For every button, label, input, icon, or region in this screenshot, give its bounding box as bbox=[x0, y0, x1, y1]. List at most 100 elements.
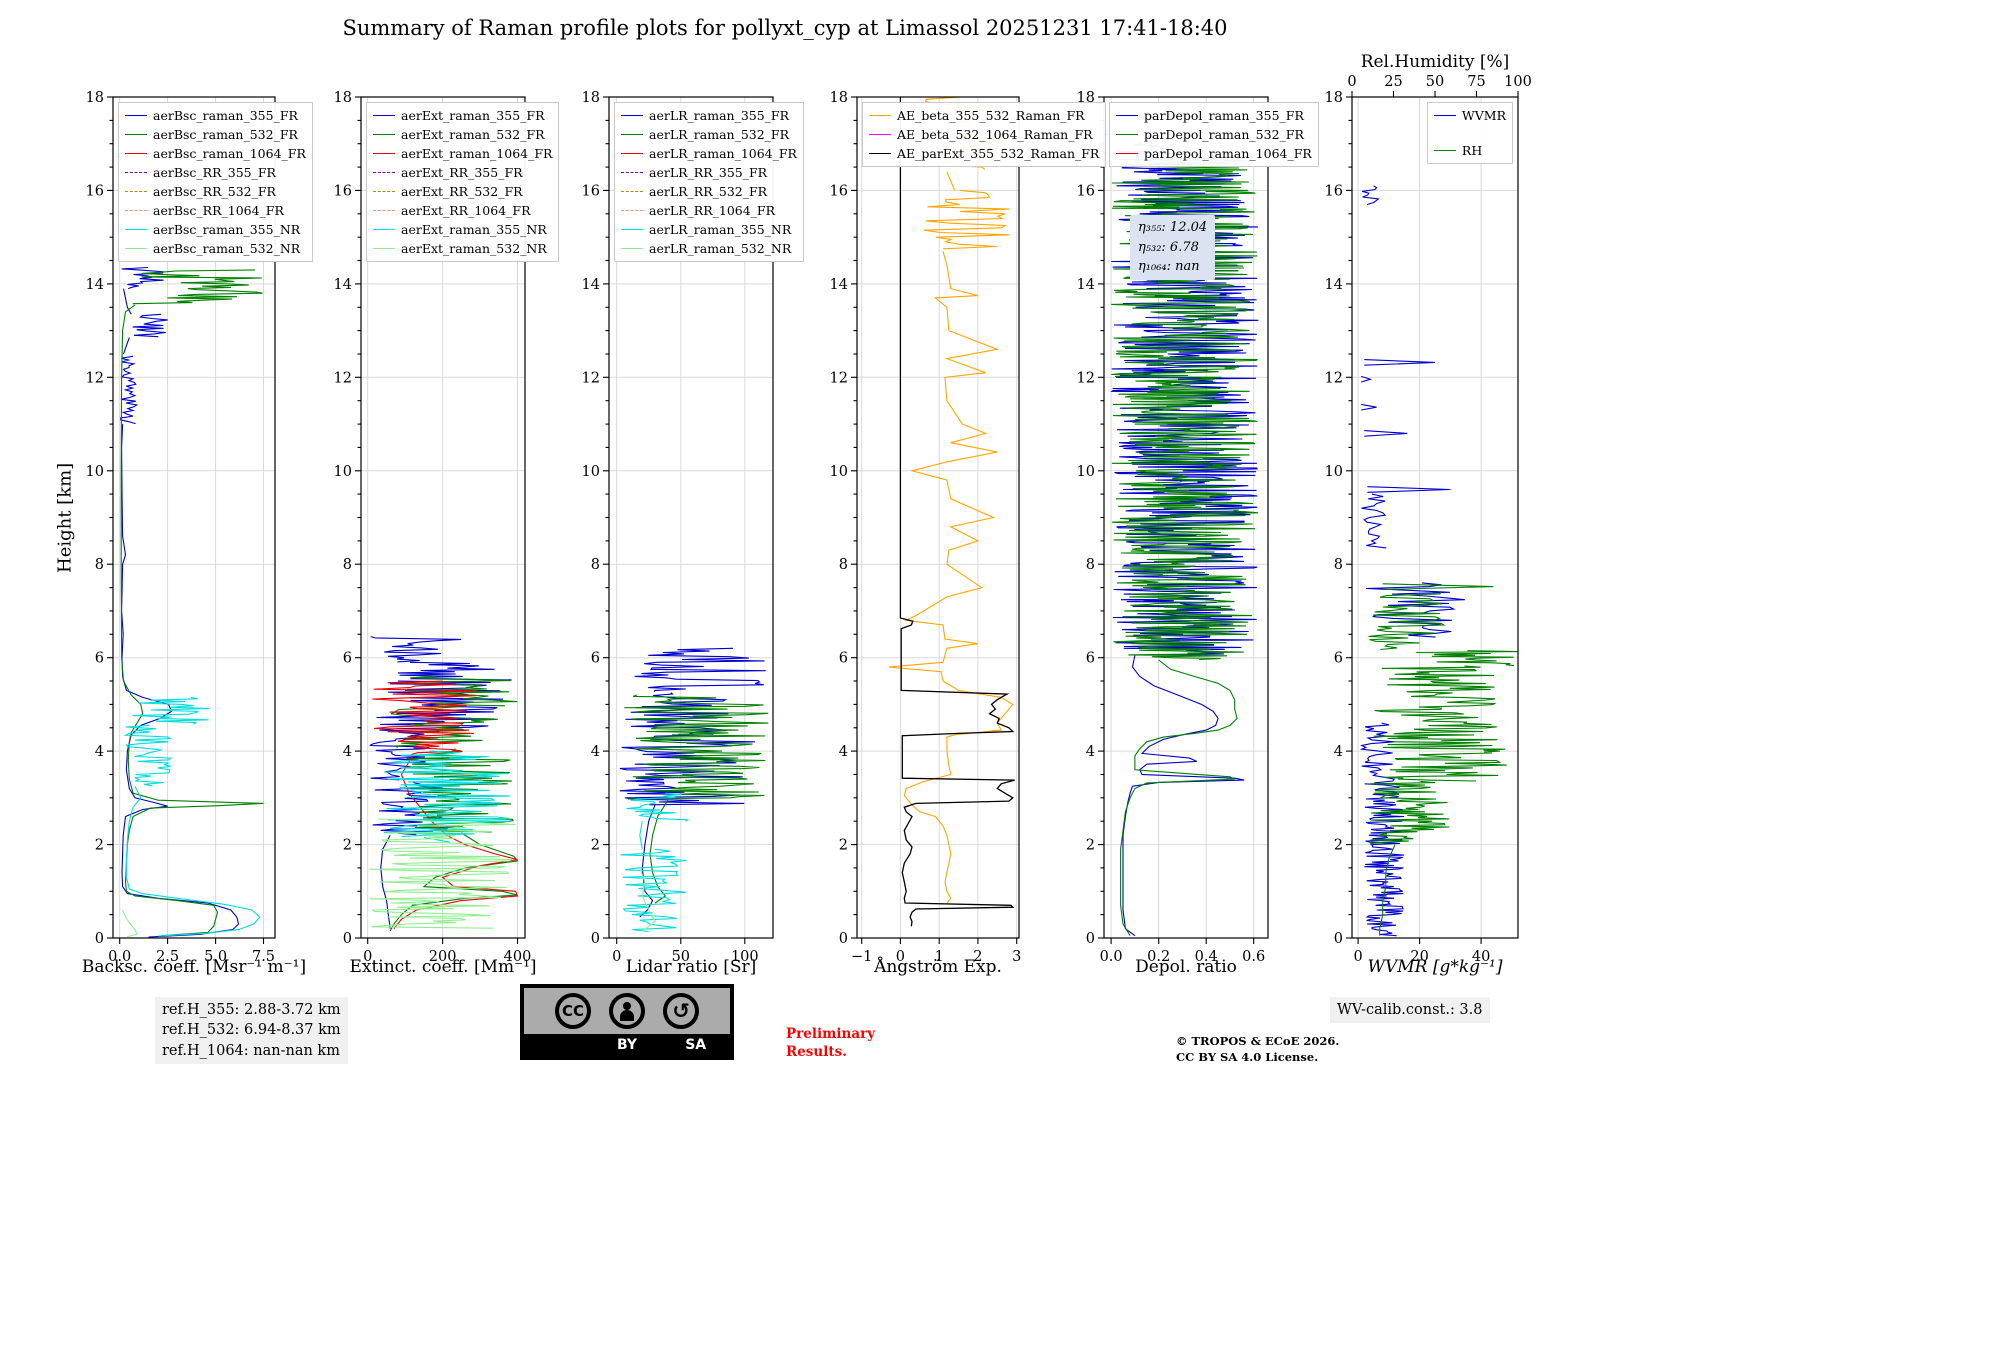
svg-text:14: 14 bbox=[334, 277, 352, 293]
aerExt_raman_532_FR-line bbox=[390, 706, 498, 748]
legend-entry-aerExt_RR_355_FR: aerExt_RR_355_FR bbox=[373, 163, 552, 182]
legend-entry-AE_beta_355_532_Raman_FR: AE_beta_355_532_Raman_FR bbox=[869, 106, 1099, 125]
WVMR-line bbox=[1364, 783, 1405, 937]
legend-entry-parDepol_raman_355_FR: parDepol_raman_355_FR bbox=[1116, 106, 1312, 125]
svg-text:50: 50 bbox=[1426, 74, 1444, 90]
svg-text:10: 10 bbox=[582, 464, 600, 480]
legend-label: aerBsc_RR_355_FR bbox=[153, 165, 276, 180]
aerBsc_raman_355_FR-line bbox=[122, 288, 132, 315]
svg-text:2: 2 bbox=[95, 838, 104, 854]
WVMR-line bbox=[1365, 582, 1465, 638]
legend-entry-aerLR_RR_1064_FR: aerLR_RR_1064_FR bbox=[621, 201, 797, 220]
legend-line-sample bbox=[125, 191, 147, 192]
svg-text:100: 100 bbox=[731, 949, 759, 965]
legend-entry-aerLR_RR_532_FR: aerLR_RR_532_FR bbox=[621, 182, 797, 201]
legend-entry-aerExt_raman_355_NR: aerExt_raman_355_NR bbox=[373, 220, 552, 239]
xlabel-lidar-ratio: Lidar ratio [Sr] bbox=[625, 957, 757, 977]
legend-label: aerLR_RR_532_FR bbox=[649, 184, 768, 199]
aerBsc_raman_355_FR-line bbox=[121, 266, 164, 290]
svg-text:0.2: 0.2 bbox=[1147, 949, 1170, 965]
svg-text:75: 75 bbox=[1467, 74, 1485, 90]
WVMR-line bbox=[1361, 185, 1380, 206]
legend-entry-aerBsc_raman_532_NR: aerBsc_raman_532_NR bbox=[125, 239, 306, 258]
legend-label: AE_parExt_355_532_Raman_FR bbox=[897, 146, 1100, 161]
svg-text:0.0: 0.0 bbox=[108, 949, 131, 965]
legend-label: aerExt_RR_532_FR bbox=[401, 184, 523, 199]
legend-line-sample bbox=[125, 115, 147, 116]
legend-line-sample bbox=[621, 248, 643, 249]
svg-text:14: 14 bbox=[830, 277, 848, 293]
svg-text:2: 2 bbox=[1334, 838, 1343, 854]
panel-3: 0 2 4 6 8 10 12 14 16 18 0 50 100 aerLR_raman_355_FR a… bbox=[582, 90, 804, 965]
svg-text:2.5: 2.5 bbox=[156, 949, 179, 965]
svg-text:6: 6 bbox=[839, 651, 848, 667]
RH-line bbox=[1373, 665, 1498, 742]
legend-line-sample bbox=[125, 172, 147, 173]
legend-line-sample bbox=[621, 172, 643, 173]
legend-label: aerBsc_raman_355_NR bbox=[153, 222, 301, 237]
legend-line-sample bbox=[1116, 153, 1138, 154]
svg-text:0: 0 bbox=[839, 931, 848, 947]
cc-icon: CC bbox=[555, 993, 591, 1029]
svg-text:16: 16 bbox=[86, 183, 104, 199]
legend-label: aerBsc_RR_1064_FR bbox=[153, 203, 284, 218]
xlabel-extinction: Extinct. coeff. [Mm⁻¹] bbox=[349, 957, 537, 977]
svg-text:5.0: 5.0 bbox=[204, 949, 227, 965]
legend-label: AE_beta_532_1064_Raman_FR bbox=[897, 127, 1093, 142]
svg-text:40: 40 bbox=[1472, 949, 1490, 965]
parDepol_raman_355_FR-line bbox=[1122, 655, 1245, 937]
WVMR-line bbox=[1364, 359, 1436, 366]
cc-sa-label: SA bbox=[685, 1037, 707, 1053]
aerBsc_raman_355_NR-line bbox=[125, 785, 261, 937]
aerExt_raman_355_FR-line bbox=[370, 636, 462, 663]
eta-1064: η₁₀₆₄: nan bbox=[1138, 259, 1200, 274]
y-axis-label: Height [km] bbox=[54, 462, 76, 573]
svg-text:14: 14 bbox=[1325, 277, 1343, 293]
svg-text:2: 2 bbox=[973, 949, 982, 965]
cc-icons: CC ↺ bbox=[524, 988, 730, 1034]
svg-text:18: 18 bbox=[582, 90, 600, 106]
svg-text:0.4: 0.4 bbox=[1195, 949, 1218, 965]
xlabel-backscatter: Backsc. coeff. [Msr⁻¹ m⁻¹] bbox=[81, 957, 307, 977]
top-axis-label-rel-humidity: Rel.Humidity [%] bbox=[1360, 52, 1510, 72]
cc-by-label: BY bbox=[616, 1037, 638, 1053]
svg-text:7.5: 7.5 bbox=[252, 949, 275, 965]
aerLR_raman_355_FR-line bbox=[634, 647, 766, 693]
legend-entry-aerLR_raman_355_NR: aerLR_raman_355_NR bbox=[621, 220, 797, 239]
AE_beta_355_532_Raman_FR-line bbox=[946, 171, 956, 191]
legend-line-sample bbox=[869, 153, 891, 154]
svg-text:3: 3 bbox=[1012, 949, 1021, 965]
legend-entry-aerExt_raman_532_FR: aerExt_raman_532_FR bbox=[373, 125, 552, 144]
aerExt_raman_532_NR-line bbox=[369, 818, 516, 929]
svg-text:2: 2 bbox=[591, 838, 600, 854]
aerBsc_raman_532_FR-line bbox=[132, 269, 263, 305]
legend-label: aerBsc_raman_355_FR bbox=[153, 108, 298, 123]
legend-label: WVMR bbox=[1461, 108, 1506, 123]
legend-label: aerLR_RR_1064_FR bbox=[649, 203, 776, 218]
AE_parExt_355_532_Raman_FR-line bbox=[899, 97, 1015, 927]
legend-label: aerExt_raman_532_NR bbox=[401, 241, 547, 256]
AE_beta_355_532_Raman_FR-line bbox=[888, 251, 1014, 904]
eta-annotation: η₃₅₅: 12.04 η₅₃₂: 6.78 η₁₀₆₄: nan bbox=[1130, 215, 1216, 280]
svg-text:100: 100 bbox=[1504, 74, 1532, 90]
svg-text:14: 14 bbox=[582, 277, 600, 293]
panel-6: 0 2 4 6 8 10 12 14 16 18 0 20 40 0 25 50 75 100 WVMR RH bbox=[1325, 74, 1532, 965]
svg-text:0: 0 bbox=[612, 949, 621, 965]
legend-line-sample bbox=[621, 210, 643, 211]
svg-text:10: 10 bbox=[1325, 464, 1343, 480]
RH-line bbox=[1369, 780, 1450, 846]
ref-h-532: ref.H_532: 6.94-8.37 km bbox=[162, 1022, 341, 1039]
svg-text:25: 25 bbox=[1384, 74, 1402, 90]
legend-label: aerExt_RR_355_FR bbox=[401, 165, 523, 180]
legend-line-sample bbox=[1433, 115, 1456, 116]
legend-label: aerBsc_raman_532_FR bbox=[153, 127, 298, 142]
svg-text:4: 4 bbox=[839, 744, 848, 760]
svg-text:10: 10 bbox=[334, 464, 352, 480]
svg-text:0: 0 bbox=[1353, 949, 1362, 965]
svg-text:12: 12 bbox=[1077, 370, 1095, 386]
svg-text:2: 2 bbox=[1086, 838, 1095, 854]
legend-line-sample bbox=[373, 172, 395, 173]
reference-height-note: ref.H_355: 2.88-3.72 km ref.H_532: 6.94-… bbox=[155, 997, 348, 1064]
svg-text:2: 2 bbox=[839, 838, 848, 854]
